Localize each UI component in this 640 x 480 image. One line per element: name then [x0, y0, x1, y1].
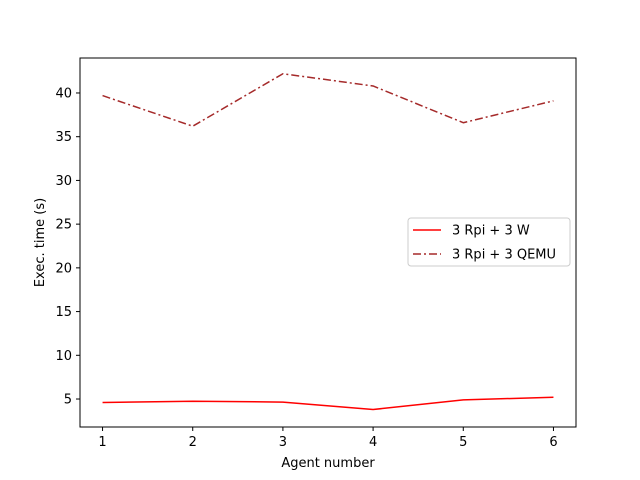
- series-line-1: [102, 396, 554, 411]
- y-tick-label: 20: [55, 261, 72, 276]
- y-tick-label: 5: [64, 393, 72, 408]
- x-tick-label: 1: [98, 435, 106, 450]
- x-tick-label: 5: [459, 435, 467, 450]
- y-tick-label: 15: [55, 305, 72, 320]
- y-tick-label: 25: [55, 218, 72, 233]
- legend-box: [407, 217, 571, 267]
- x-tick-label: 3: [279, 435, 287, 450]
- legend-label: 3 Rpi + 3 W: [452, 224, 530, 239]
- x-tick-label: 4: [369, 435, 377, 450]
- x-axis-label: Agent number: [281, 456, 375, 471]
- y-tick-label: 10: [55, 349, 72, 364]
- axes-frame: [79, 57, 577, 428]
- series-lines: [102, 72, 554, 411]
- y-tick-label: 35: [55, 130, 72, 145]
- y-tick-label: 30: [55, 174, 72, 189]
- x-tick-label: 2: [189, 435, 197, 450]
- legend-label: 3 Rpi + 3 QEMU: [452, 248, 556, 263]
- x-tick-label: 6: [549, 435, 557, 450]
- y-tick-label: 40: [55, 86, 72, 101]
- y-axis-label: Exec. time (s): [33, 198, 48, 287]
- series-line-2: [102, 72, 554, 127]
- axis-ticks: 1 2 3 4 5 6 5 10 15 20 25 30 35 40: [55, 86, 557, 450]
- legend: 3 Rpi + 3 W 3 Rpi + 3 QEMU: [407, 217, 571, 267]
